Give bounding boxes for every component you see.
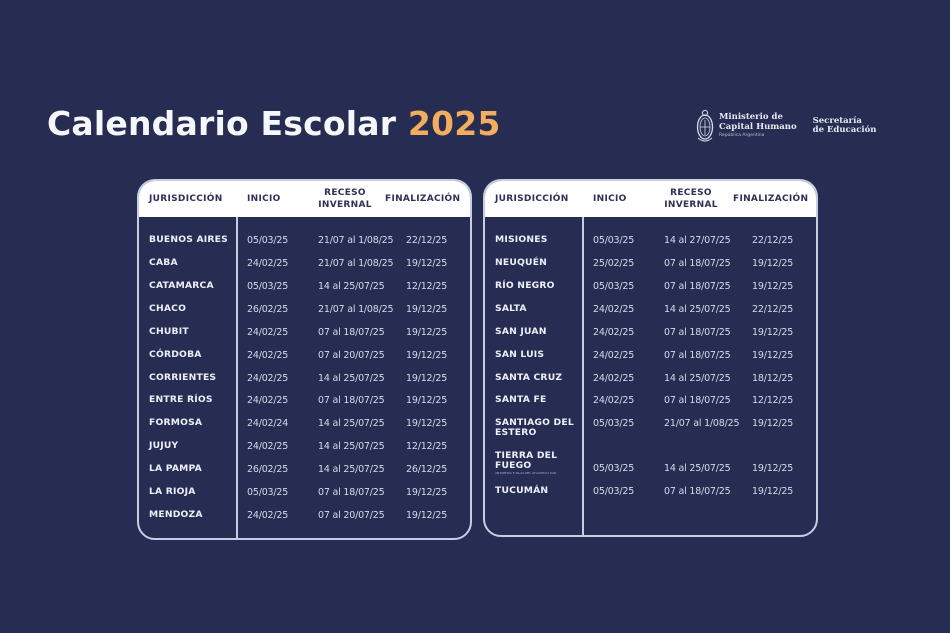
ministerio-text: Ministerio de Capital Humano República A… <box>719 112 797 138</box>
table-body: MISIONES 05/03/25 14 al 27/07/25 22/12/2… <box>485 217 816 535</box>
table-row: BUENOS AIRES 05/03/25 21/07 al 1/08/25 2… <box>149 234 448 247</box>
column-header-inicio: INICIO <box>593 194 627 204</box>
ministerio-logo: Ministerio de Capital Humano República A… <box>696 108 797 144</box>
table-row: SANTA CRUZ 24/02/25 14 al 25/07/25 18/12… <box>495 372 794 385</box>
title-main: Calendario Escolar <box>47 104 397 143</box>
column-header-jurisdiccion: JURISDICCIÓN <box>495 194 569 204</box>
table-row: LA RIOJA 05/03/25 07 al 18/07/25 19/12/2… <box>149 486 448 499</box>
table-row: FORMOSA 24/02/24 14 al 25/07/25 19/12/25 <box>149 417 448 430</box>
table-row: SAN LUIS 24/02/25 07 al 18/07/25 19/12/2… <box>495 349 794 362</box>
table-row: MISIONES 05/03/25 14 al 27/07/25 22/12/2… <box>495 234 794 247</box>
jurisdiccion-name: TIERRA DEL FUEGO <box>495 450 558 471</box>
column-header-finalizacion: FINALIZACIÓN <box>733 194 809 204</box>
jurisdiccion-note: ANTÁRTIDA E ISLAS DEL ATLÁNTICO SUR <box>495 471 556 475</box>
calendar-table-right: JURISDICCIÓN INICIO RECESO INVERNAL FINA… <box>483 179 818 537</box>
table-row: NEUQUÉN 25/02/25 07 al 18/07/25 19/12/25 <box>495 257 794 270</box>
column-header-finalizacion: FINALIZACIÓN <box>385 194 461 204</box>
table-row: CHUBIT 24/02/25 07 al 18/07/25 19/12/25 <box>149 326 448 339</box>
table-header: JURISDICCIÓN INICIO RECESO INVERNAL FINA… <box>139 181 470 217</box>
table-row: CATAMARCA 05/03/25 14 al 25/07/25 12/12/… <box>149 280 448 293</box>
institution-logos: Ministerio de Capital Humano República A… <box>696 108 877 144</box>
column-header-receso: RECESO INVERNAL <box>664 188 718 210</box>
table-row: LA PAMPA 26/02/25 14 al 25/07/25 26/12/2… <box>149 463 448 476</box>
column-divider <box>236 217 238 538</box>
table-row: JUJUY 24/02/25 14 al 25/07/25 12/12/25 <box>149 440 448 453</box>
table-header: JURISDICCIÓN INICIO RECESO INVERNAL FINA… <box>485 181 816 217</box>
table-row: ENTRE RÍOS 24/02/25 07 al 18/07/25 19/12… <box>149 394 448 407</box>
column-header-receso: RECESO INVERNAL <box>318 188 372 210</box>
table-row: MENDOZA 24/02/25 07 al 20/07/25 19/12/25 <box>149 509 448 522</box>
table-row: TIERRA DEL FUEGO ANTÁRTIDA E ISLAS DEL A… <box>495 450 794 476</box>
table-row: SAN JUAN 24/02/25 07 al 18/07/25 19/12/2… <box>495 326 794 339</box>
title-year: 2025 <box>407 104 501 143</box>
table-row: SALTA 24/02/25 14 al 25/07/25 22/12/25 <box>495 303 794 316</box>
column-header-inicio: INICIO <box>247 194 281 204</box>
table-row: CORRIENTES 24/02/25 14 al 25/07/25 19/12… <box>149 372 448 385</box>
column-divider <box>582 217 584 535</box>
table-row: CÓRDOBA 24/02/25 07 al 20/07/25 19/12/25 <box>149 349 448 362</box>
calendar-table-left: JURISDICCIÓN INICIO RECESO INVERNAL FINA… <box>137 179 472 540</box>
table-row: RÍO NEGRO 05/03/25 07 al 18/07/25 19/12/… <box>495 280 794 293</box>
column-header-jurisdiccion: JURISDICCIÓN <box>149 194 223 204</box>
table-row: SANTIAGO DEL ESTERO 05/03/25 21/07 al 1/… <box>495 417 794 438</box>
secretaria-logo: Secretaría de Educación <box>812 115 877 135</box>
escudo-argentina-icon <box>696 109 714 142</box>
table-body: BUENOS AIRES 05/03/25 21/07 al 1/08/25 2… <box>139 217 470 538</box>
page-title: Calendario Escolar 2025 <box>47 104 501 143</box>
table-row: SANTA FE 24/02/25 07 al 18/07/25 12/12/2… <box>495 394 794 407</box>
table-row: CHACO 26/02/25 21/07 al 1/08/25 19/12/25 <box>149 303 448 316</box>
table-row: CABA 24/02/25 21/07 al 1/08/25 19/12/25 <box>149 257 448 270</box>
table-row: TUCUMÁN 05/03/25 07 al 18/07/25 19/12/25 <box>495 485 794 498</box>
